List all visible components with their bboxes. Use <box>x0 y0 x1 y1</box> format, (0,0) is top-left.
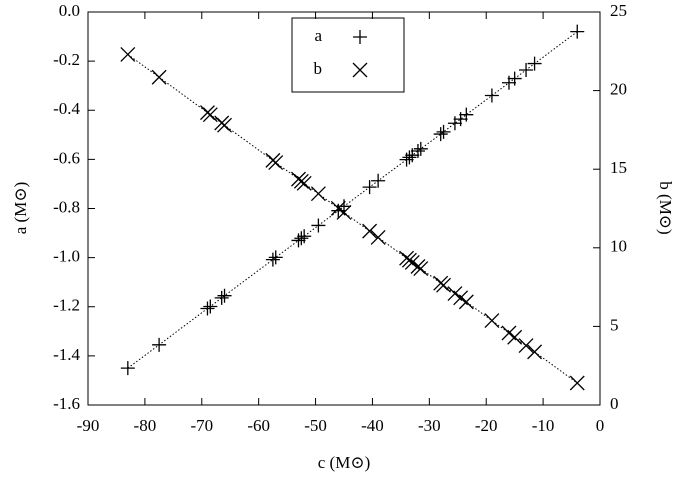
x-tick-label: -70 <box>190 416 213 435</box>
y-tick-label: -0.8 <box>53 197 80 216</box>
point <box>507 71 522 86</box>
point <box>507 329 523 345</box>
x-tick-label: -90 <box>77 416 100 435</box>
point <box>527 56 542 71</box>
point <box>447 116 462 131</box>
legend-marker <box>353 30 367 44</box>
point <box>268 250 283 265</box>
y2-tick-label: 10 <box>610 237 627 256</box>
point <box>433 127 448 142</box>
point <box>268 155 284 171</box>
y2-tick-label: 5 <box>610 315 619 334</box>
point <box>120 46 136 62</box>
x-tick-label: -40 <box>361 416 384 435</box>
point <box>484 88 499 103</box>
legend-label: b <box>314 59 323 78</box>
point <box>152 337 167 352</box>
fit-line <box>127 31 578 369</box>
y2-tick-label: 0 <box>610 394 619 413</box>
x-axis-label: c (M⊙) <box>318 453 370 472</box>
point <box>296 175 312 191</box>
x-tick-label: -50 <box>304 416 327 435</box>
point <box>570 24 585 39</box>
point <box>519 62 534 77</box>
y2-tick-label: 20 <box>610 80 627 99</box>
x-tick-label: -30 <box>418 416 441 435</box>
point <box>413 261 429 277</box>
y-tick-label: -1.4 <box>53 345 80 364</box>
point <box>337 199 351 214</box>
point <box>265 252 280 267</box>
y-tick-label: -0.6 <box>53 148 80 167</box>
point <box>217 117 232 133</box>
point <box>371 173 386 188</box>
y2-tick-label: 25 <box>610 1 627 20</box>
y-tick-label: -1.6 <box>53 394 80 413</box>
legend-marker <box>352 62 368 78</box>
legend-box <box>291 17 405 93</box>
legend-label: a <box>314 26 322 45</box>
x-tick-label: -10 <box>532 416 555 435</box>
x-tick-label: -80 <box>134 416 157 435</box>
point <box>527 344 543 360</box>
point <box>311 218 326 233</box>
point <box>217 288 232 303</box>
point <box>459 107 474 122</box>
point <box>484 313 500 329</box>
y2-axis-label: b (M⊙) <box>656 181 675 234</box>
point <box>294 231 309 246</box>
point <box>370 229 386 245</box>
point <box>413 141 428 156</box>
x-tick-label: 0 <box>596 416 605 435</box>
point <box>202 107 218 123</box>
y-tick-label: -1.2 <box>53 296 80 315</box>
point <box>336 204 352 220</box>
point <box>458 294 474 310</box>
point <box>436 124 451 139</box>
y2-tick-label: 15 <box>610 158 627 177</box>
point <box>362 180 377 195</box>
point <box>362 223 378 239</box>
point <box>501 75 516 90</box>
point <box>203 299 218 314</box>
point <box>518 338 534 354</box>
y-tick-label: -0.4 <box>53 99 80 118</box>
fit-line <box>127 54 578 384</box>
point <box>120 361 135 376</box>
y-tick-label: -0.2 <box>53 50 80 69</box>
y-tick-label: 0.0 <box>59 1 80 20</box>
point <box>291 233 306 248</box>
y-tick-label: -1.0 <box>53 247 80 266</box>
x-tick-label: -20 <box>475 416 498 435</box>
y-axis-label: a (M⊙) <box>11 182 30 234</box>
point <box>297 229 312 244</box>
point <box>410 144 425 159</box>
point <box>436 277 452 293</box>
point <box>402 150 417 165</box>
x-tick-label: -60 <box>247 416 270 435</box>
point <box>310 186 326 202</box>
point <box>151 69 167 85</box>
point <box>200 301 215 316</box>
point <box>569 375 585 391</box>
point <box>214 290 229 305</box>
